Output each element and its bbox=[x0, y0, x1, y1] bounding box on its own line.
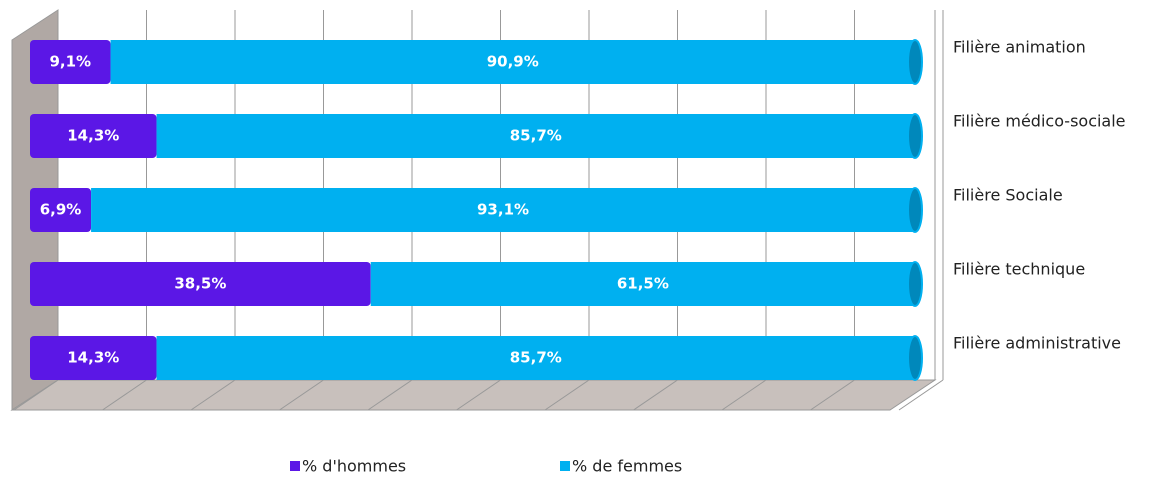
bar-segment bbox=[370, 262, 916, 306]
data-label: 6,9% bbox=[40, 201, 82, 219]
bar-cap bbox=[907, 261, 923, 307]
data-label: 93,1% bbox=[477, 201, 529, 219]
data-label: 61,5% bbox=[617, 275, 669, 293]
bar-cap bbox=[907, 39, 923, 85]
bar-segment bbox=[156, 114, 915, 158]
legend-swatch bbox=[290, 461, 300, 471]
grid-line bbox=[544, 379, 590, 411]
grid-line bbox=[13, 379, 59, 411]
data-label: 38,5% bbox=[174, 275, 226, 293]
category-label: Filière médico-sociale bbox=[953, 112, 1126, 131]
data-label: 90,9% bbox=[487, 53, 539, 71]
grid-line bbox=[190, 379, 236, 411]
bar-segment bbox=[110, 40, 915, 84]
bar-segment bbox=[156, 336, 915, 380]
grid-line bbox=[810, 379, 855, 411]
data-label: 14,3% bbox=[67, 127, 119, 145]
floor bbox=[10, 379, 937, 411]
grid-line bbox=[102, 379, 147, 411]
bar-segment bbox=[91, 188, 915, 232]
bar-segment bbox=[30, 262, 371, 306]
bar-cap bbox=[907, 335, 923, 381]
grid-line bbox=[279, 379, 324, 411]
grid-line bbox=[456, 379, 501, 411]
grid-line bbox=[898, 379, 944, 411]
category-label: Filière Sociale bbox=[953, 186, 1063, 205]
legend-swatch bbox=[560, 461, 570, 471]
grid-line bbox=[367, 379, 413, 411]
bar-cap bbox=[907, 113, 923, 159]
bar-segment bbox=[30, 188, 92, 232]
legend-label: % de femmes bbox=[572, 457, 682, 476]
legend-label: % d'hommes bbox=[302, 457, 406, 476]
bar-segment bbox=[30, 40, 111, 84]
data-label: 85,7% bbox=[510, 349, 562, 367]
bar-segment bbox=[30, 114, 157, 158]
data-label: 85,7% bbox=[510, 127, 562, 145]
grid-line bbox=[633, 379, 678, 411]
data-label: 9,1% bbox=[49, 53, 91, 71]
grid-line bbox=[721, 379, 767, 411]
category-label: Filière administrative bbox=[953, 334, 1121, 353]
bar-segment bbox=[30, 336, 157, 380]
bar-cap bbox=[907, 187, 923, 233]
data-label: 14,3% bbox=[67, 349, 119, 367]
category-label: Filière animation bbox=[953, 38, 1086, 57]
category-label: Filière technique bbox=[953, 260, 1085, 279]
